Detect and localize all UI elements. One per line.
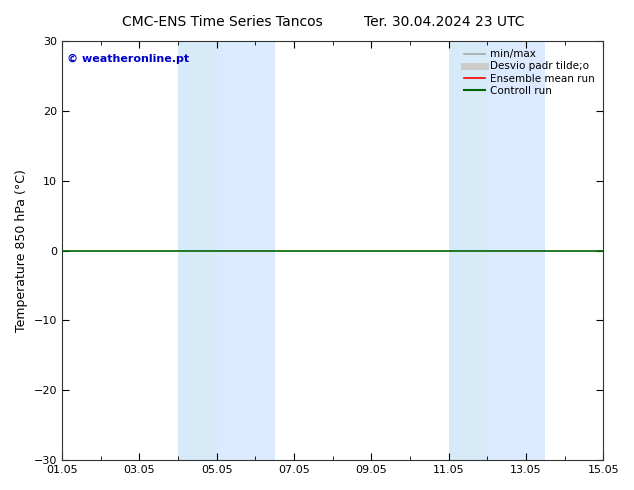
Bar [217, 41, 275, 460]
Text: CMC-ENS Time Series Tancos: CMC-ENS Time Series Tancos [122, 15, 322, 29]
Y-axis label: Temperature 850 hPa (°C): Temperature 850 hPa (°C) [15, 169, 28, 332]
Bar [487, 41, 545, 460]
Bar [448, 41, 487, 460]
Legend: min/max, Desvio padr tilde;o, Ensemble mean run, Controll run: min/max, Desvio padr tilde;o, Ensemble m… [461, 46, 598, 99]
Bar [178, 41, 217, 460]
Text: © weatheronline.pt: © weatheronline.pt [67, 53, 190, 64]
Text: Ter. 30.04.2024 23 UTC: Ter. 30.04.2024 23 UTC [363, 15, 524, 29]
